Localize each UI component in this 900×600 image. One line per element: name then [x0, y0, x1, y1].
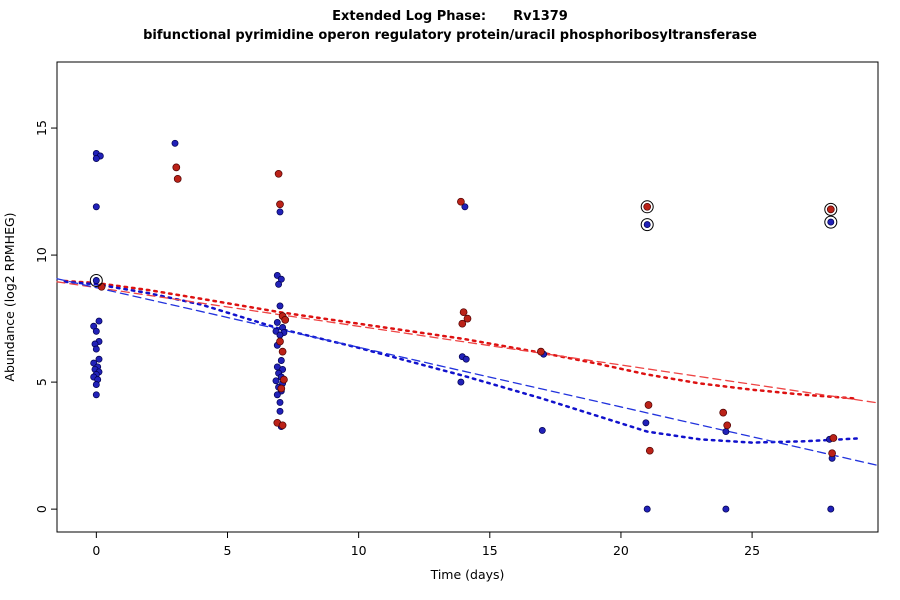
- blue-sample-point: [92, 345, 100, 353]
- blue-sample-point: [92, 327, 100, 335]
- blue-sample-point: [276, 331, 284, 339]
- red-sample-point: [719, 408, 728, 417]
- blue-sample-point: [92, 381, 100, 389]
- blue-sample-point: [462, 355, 470, 363]
- x-tick-label: 15: [482, 543, 498, 558]
- blue-sample-point: [643, 505, 651, 513]
- red-sample-point: [97, 282, 106, 291]
- blue-sample-point: [538, 426, 546, 434]
- blue-sample-point: [275, 280, 283, 288]
- blue-sample-point: [643, 221, 651, 229]
- red-sample-point: [644, 401, 653, 409]
- outlier-ring: [824, 215, 838, 229]
- red-sample-point: [463, 314, 472, 323]
- x-tick-label: 0: [92, 543, 100, 558]
- blue-sample-point: [92, 391, 100, 399]
- x-tick-label: 5: [224, 543, 232, 558]
- blue-sample-point: [276, 407, 284, 415]
- blue-sample-point: [95, 355, 103, 363]
- blue-sample-point: [277, 357, 285, 364]
- chart-subtitle: bifunctional pyrimidine operon regulator…: [143, 27, 757, 43]
- red-sample-point: [537, 347, 545, 356]
- blue-sample-point: [276, 208, 284, 216]
- red-sample-point: [172, 163, 181, 172]
- blue-sample-point: [273, 318, 281, 326]
- x-tick-label: 25: [744, 543, 760, 558]
- red-sample-point: [723, 421, 732, 430]
- blue-sample-point: [92, 203, 100, 211]
- red-sample-point: [459, 308, 468, 317]
- red-sample-point: [458, 319, 467, 328]
- red-linear-fit: [56, 281, 879, 404]
- chart-title-block: Extended Log Phase: Rv1379 bifunctional …: [0, 8, 900, 46]
- red-sample-point: [278, 421, 287, 430]
- y-axis-label: Abundance (log2 RPMHEG): [2, 212, 17, 381]
- blue-sample-point: [827, 505, 835, 513]
- y-tick-label: 10: [34, 247, 49, 263]
- blue-sample-point: [92, 155, 100, 162]
- red-sample-point: [828, 449, 836, 458]
- red-sample-point: [643, 202, 652, 211]
- red-sample-point: [276, 337, 284, 346]
- blue-loess-curve: [63, 280, 859, 444]
- blue-sample-point: [273, 391, 281, 399]
- blue-sample-point: [95, 317, 103, 325]
- blue-sample-point: [457, 378, 465, 386]
- red-sample-point: [829, 434, 838, 442]
- blue-sample-point: [171, 139, 179, 147]
- blue-sample-point: [272, 377, 280, 385]
- blue-sample-point: [276, 302, 284, 310]
- red-sample-point: [826, 205, 835, 214]
- blue-sample-point: [642, 419, 650, 427]
- blue-linear-fit: [56, 278, 879, 467]
- x-tick-label: 10: [351, 543, 367, 558]
- x-tick-label: 20: [613, 543, 629, 558]
- blue-sample-point: [722, 428, 730, 436]
- red-sample-point: [276, 200, 284, 209]
- outlier-ring: [640, 218, 654, 232]
- blue-sample-point: [722, 505, 730, 513]
- x-axis-label: Time (days): [430, 567, 505, 582]
- red-sample-point: [274, 169, 283, 178]
- y-tick-label: 15: [34, 120, 49, 136]
- red-sample-point: [278, 347, 287, 356]
- blue-sample-point: [276, 398, 284, 406]
- blue-sample-point: [827, 218, 835, 226]
- red-sample-point: [280, 375, 288, 384]
- red-sample-point: [457, 197, 465, 206]
- outlier-ring: [640, 200, 654, 214]
- red-sample-point: [281, 316, 290, 324]
- outlier-ring: [824, 202, 838, 216]
- plot-border: [56, 61, 879, 533]
- red-loess-curve: [63, 279, 859, 400]
- outlier-ring: [89, 274, 103, 287]
- red-sample-point: [173, 175, 182, 183]
- chart-title: Extended Log Phase: Rv1379: [332, 9, 568, 24]
- red-sample-point: [277, 384, 286, 393]
- red-sample-point: [645, 446, 654, 455]
- blue-sample-point: [92, 277, 100, 284]
- y-tick-label: 5: [34, 378, 49, 386]
- blue-sample-point: [461, 203, 469, 211]
- y-tick-label: 0: [34, 505, 49, 513]
